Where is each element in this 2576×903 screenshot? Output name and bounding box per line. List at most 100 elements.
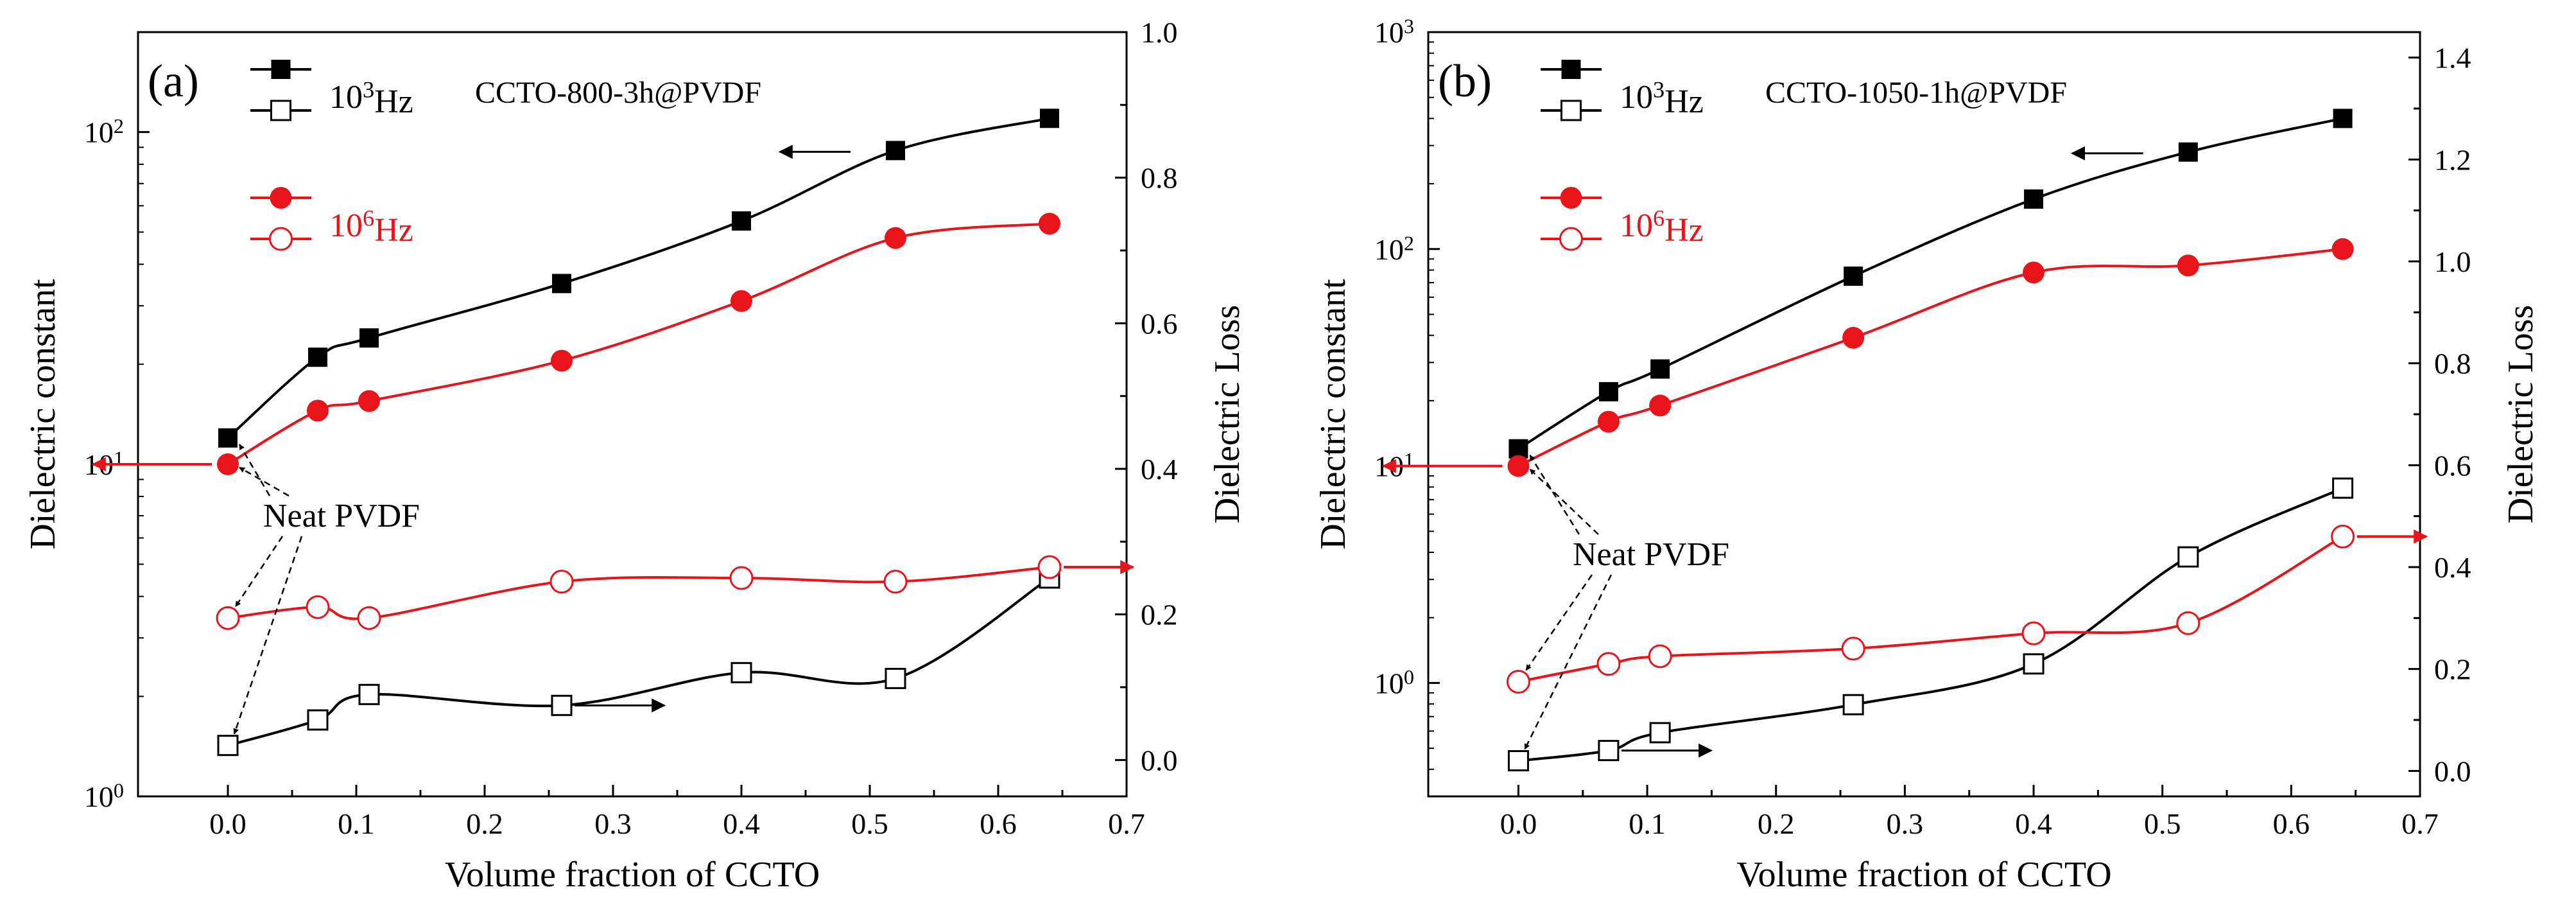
data-point: [1842, 326, 1865, 349]
y-left-tick-label-exponent: 0: [114, 779, 124, 802]
y-right-tick-label: 0.4: [2434, 551, 2471, 584]
y-right-tick-label: 0.2: [2434, 653, 2471, 686]
y-left-tick-label-base: 10: [1374, 667, 1404, 699]
data-point: [358, 683, 380, 705]
data-point: [551, 349, 573, 372]
annotation-arrow: [238, 444, 271, 496]
legend-label: 103Hz: [329, 77, 413, 120]
series-line: [227, 566, 1050, 620]
y-left-tick-label-exponent: 0: [1404, 665, 1414, 688]
y-left-tick-label: 102: [84, 114, 124, 148]
y-right-tick-label: 0.0: [2434, 755, 2471, 787]
legend-label-exponent: 6: [1653, 206, 1664, 231]
data-point: [2176, 611, 2200, 635]
data-point: [1507, 750, 1529, 771]
data-point: [1650, 359, 1670, 379]
data-point: [552, 274, 571, 294]
data-point: [1842, 694, 1864, 715]
annotation-arrow: [233, 536, 303, 735]
data-point: [1040, 109, 1059, 128]
legend-label-base: 10: [329, 79, 363, 116]
sample-label: CCTO-1050-1h@PVDF: [1765, 76, 2067, 110]
x-axis-title: Volume fraction of CCTO: [445, 855, 820, 895]
x-tick-label: 0.0: [1500, 807, 1537, 840]
legend-marker: [269, 227, 293, 251]
data-point: [729, 566, 754, 590]
x-tick-label: 0.4: [723, 807, 760, 840]
annotation-arrow: [1525, 574, 1593, 671]
y-left-tick-label: 100: [84, 779, 124, 813]
x-tick-label: 0.2: [1758, 807, 1795, 840]
data-point: [1507, 455, 1530, 477]
data-point: [730, 290, 752, 312]
x-tick-label: 0.1: [1629, 807, 1666, 840]
data-point: [886, 141, 905, 161]
data-point: [549, 570, 574, 594]
y-right-axis-title: Dielectric Loss: [2501, 305, 2541, 524]
data-point: [2023, 261, 2045, 284]
y-right-axis-title: Dielectric Loss: [1207, 305, 1247, 524]
legend-label: 106Hz: [1620, 206, 1704, 249]
legend-marker: [1561, 60, 1581, 79]
neat-pvdf-annotation: Neat PVDF: [263, 498, 420, 534]
y-left-tick-label: 102: [1374, 231, 1414, 265]
y-right-tick-label: 1.0: [1141, 16, 1178, 49]
panel-label: (a): [148, 55, 199, 107]
legend-label-base: 10: [1620, 79, 1653, 116]
x-tick-label: 0.2: [466, 807, 503, 840]
y-left-tick-label-exponent: 1: [1404, 448, 1414, 471]
plot-frame: [137, 31, 1128, 798]
plot-frame: [1427, 31, 2421, 798]
series-line: [227, 117, 1050, 439]
y-left-axis-title: Dielectric constant: [23, 279, 63, 550]
series-2: [1507, 238, 2354, 477]
data-point: [2331, 524, 2355, 548]
legend-label-exponent: 3: [363, 77, 374, 103]
data-point: [307, 399, 329, 422]
data-point: [885, 227, 906, 249]
series-3: [217, 567, 1060, 757]
data-point: [1039, 213, 1060, 235]
data-point: [1844, 266, 1863, 286]
x-tick-label: 0.7: [2401, 807, 2439, 840]
data-point: [217, 453, 239, 475]
annotation-arrow: [1529, 468, 1599, 535]
data-point: [218, 428, 238, 448]
data-point: [551, 694, 573, 716]
x-tick-label: 0.6: [2273, 807, 2310, 840]
data-point: [1841, 636, 1865, 661]
y-left-tick-label-base: 10: [1374, 233, 1404, 266]
data-point: [883, 570, 908, 594]
legend-label-exponent: 6: [363, 206, 374, 231]
x-tick-label: 0.3: [1887, 807, 1924, 840]
data-point: [2331, 238, 2354, 260]
y-right-tick-label: 0.6: [1141, 307, 1178, 340]
data-point: [2177, 546, 2199, 568]
legend-label-unit: Hz: [1664, 83, 1704, 120]
y-right-tick-label: 0.2: [1141, 599, 1178, 631]
data-point: [1649, 394, 1672, 417]
legend-marker: [1560, 100, 1582, 121]
series-4: [1506, 524, 2355, 694]
annotation-arrow: [234, 536, 284, 608]
data-point: [308, 347, 327, 367]
legend-marker: [271, 60, 291, 79]
series-3: [1507, 477, 2354, 771]
data-point: [1648, 644, 1672, 669]
series-line: [227, 577, 1051, 747]
sample-label: CCTO-800-3h@PVDF: [475, 76, 761, 110]
data-point: [730, 662, 752, 683]
y-right-tick-label: 0.0: [1141, 744, 1178, 776]
series-line: [1517, 247, 2343, 468]
series-4: [216, 555, 1062, 630]
legend-label: 103Hz: [1620, 77, 1704, 120]
y-left-tick-label-base: 10: [84, 116, 114, 149]
neat-pvdf-annotation: Neat PVDF: [1573, 536, 1729, 573]
legend-label-unit: Hz: [1664, 212, 1704, 249]
data-point: [2023, 653, 2044, 675]
y-left-tick-label: 100: [1374, 665, 1414, 699]
legend-label: 106Hz: [329, 206, 413, 249]
data-point: [2177, 254, 2199, 277]
series-line: [1518, 487, 2344, 762]
